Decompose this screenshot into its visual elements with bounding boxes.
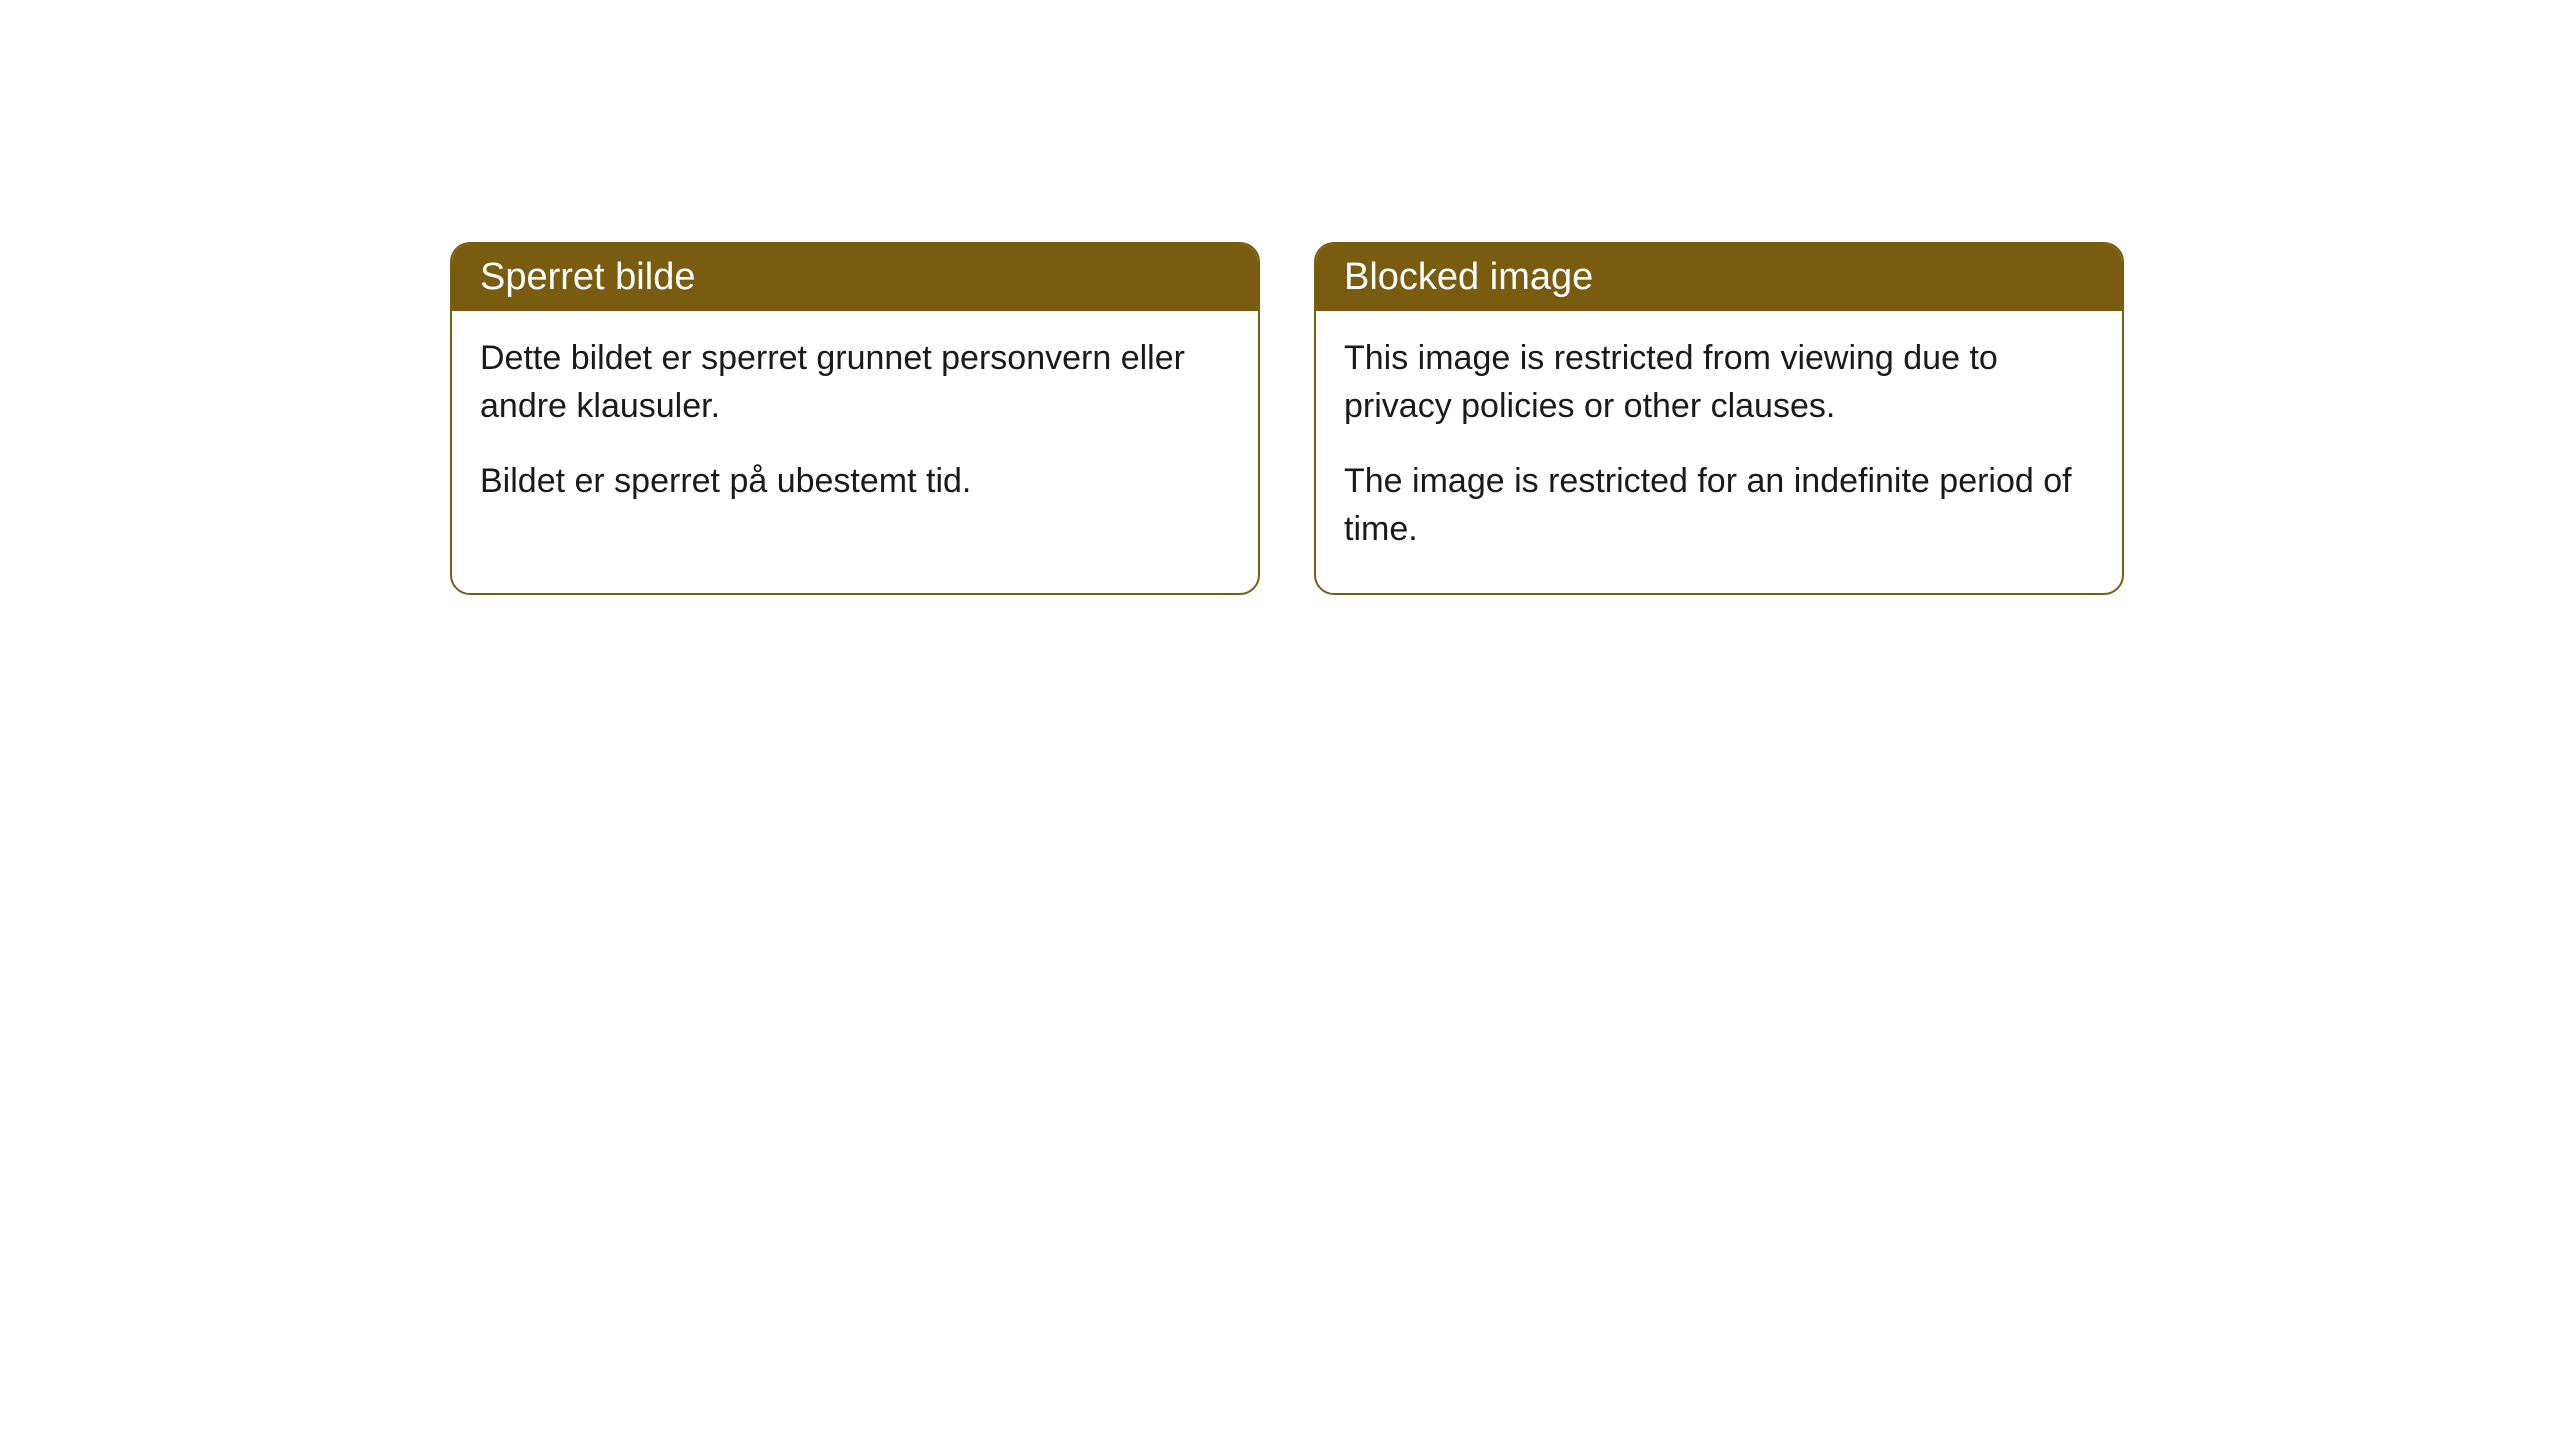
card-paragraph: Bildet er sperret på ubestemt tid. (480, 458, 1230, 506)
card-body-english: This image is restricted from viewing du… (1316, 311, 2122, 593)
card-header-english: Blocked image (1316, 244, 2122, 311)
blocked-image-card-norwegian: Sperret bilde Dette bildet er sperret gr… (450, 242, 1260, 595)
card-paragraph: The image is restricted for an indefinit… (1344, 458, 2094, 553)
card-paragraph: This image is restricted from viewing du… (1344, 335, 2094, 430)
card-paragraph: Dette bildet er sperret grunnet personve… (480, 335, 1230, 430)
card-title: Sperret bilde (480, 256, 695, 298)
card-header-norwegian: Sperret bilde (452, 244, 1258, 311)
card-body-norwegian: Dette bildet er sperret grunnet personve… (452, 311, 1258, 546)
card-title: Blocked image (1344, 256, 1593, 298)
blocked-image-card-english: Blocked image This image is restricted f… (1314, 242, 2124, 595)
notice-cards-container: Sperret bilde Dette bildet er sperret gr… (0, 0, 2560, 595)
